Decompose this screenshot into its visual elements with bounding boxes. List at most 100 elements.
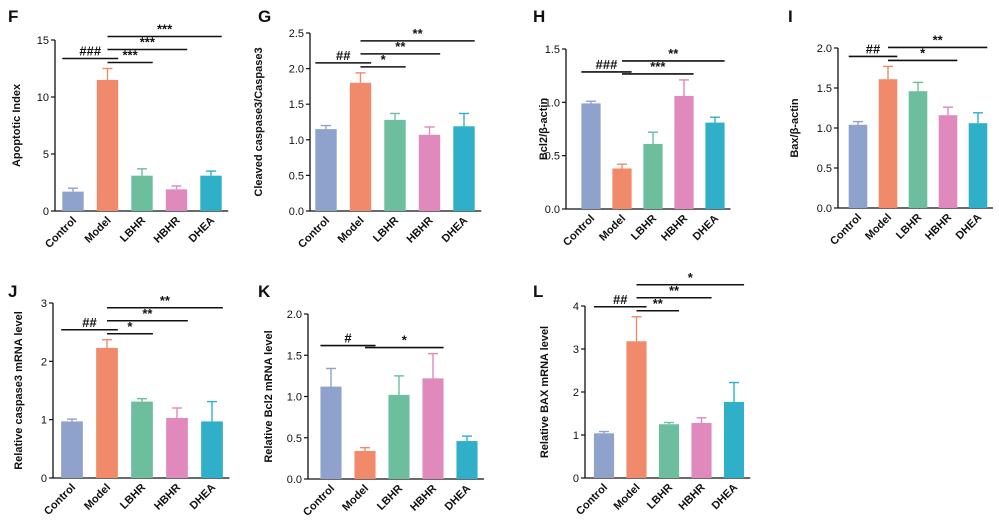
y-tick-label: 0.5 [817, 163, 832, 175]
x-tick-label: DHEA [440, 215, 471, 246]
bar-control [320, 386, 342, 479]
y-axis-title: Bcl2/β-actin [538, 98, 550, 161]
bar-model [354, 450, 376, 479]
x-tick-label: Control [301, 483, 337, 519]
bar-model [612, 168, 632, 209]
bar-model [878, 79, 898, 208]
bar-dhea [723, 401, 745, 478]
x-tick-label: Model [336, 215, 367, 246]
bar-control [848, 124, 868, 208]
y-tick-label: 0.0 [545, 204, 560, 216]
panel-letter: I [788, 7, 793, 26]
significance-label: ** [933, 32, 944, 47]
bar-control [62, 191, 84, 211]
y-tick-label: 2.0 [289, 64, 304, 76]
bar-dhea [968, 123, 988, 208]
y-tick-label: 1.0 [817, 123, 832, 135]
y-tick-label: 2.0 [287, 309, 302, 321]
significance-label: # [344, 331, 352, 346]
bar-model [626, 341, 647, 478]
y-tick-label: 1.0 [287, 392, 302, 404]
y-tick-label: 0 [573, 473, 579, 485]
x-tick-label: LBHR [645, 482, 675, 512]
x-tick-label: LBHR [371, 215, 401, 245]
x-tick-label: Model [612, 482, 643, 513]
significance-label: ## [613, 292, 628, 307]
x-tick-label: DHEA [691, 213, 722, 244]
bar-control [315, 129, 337, 211]
y-tick-label: 1 [573, 430, 579, 442]
bar-lbhr [131, 401, 153, 478]
panel-j: J 0 1 2 3 Relative caspase3 mRNA level Control… [8, 282, 230, 518]
y-axis-title: Relative Bcl2 mRNA level [263, 330, 275, 462]
y-tick-label: 15 [37, 35, 49, 47]
bar-lbhr [658, 424, 680, 478]
significance-label: ** [669, 283, 680, 298]
y-tick-label: 2.5 [289, 28, 304, 40]
x-tick-label: DHEA [187, 215, 218, 246]
panel-k: K 0.0 0.5 1.0 1.5 2.0 Relative Bcl2 mRNA level… [258, 282, 484, 519]
y-tick-label: 1.0 [289, 135, 304, 147]
y-tick-label: 5 [43, 149, 49, 161]
y-tick-label: 0.5 [545, 151, 560, 163]
significance-label: ** [668, 46, 679, 61]
bar-model [96, 79, 119, 212]
significance-label: ** [160, 293, 171, 308]
y-tick-label: 3 [41, 298, 47, 310]
y-tick-label: 0 [41, 473, 47, 485]
x-tick-label: Control [42, 482, 78, 518]
y-tick-label: 0 [43, 206, 49, 218]
y-tick-label: 0.0 [289, 206, 304, 218]
bar-hbhr [691, 422, 712, 478]
significance-label: * [920, 45, 926, 60]
bar-hbhr [418, 134, 441, 211]
significance-label: *** [140, 35, 156, 50]
y-tick-label: 10 [37, 92, 49, 104]
x-tick-label: Control [574, 482, 610, 518]
significance-label: * [381, 52, 387, 67]
bar-lbhr [388, 394, 410, 479]
y-axis-title: Relative caspase3 mRNA level [13, 311, 25, 470]
x-tick-label: DHEA [710, 482, 741, 513]
bar-hbhr [165, 189, 188, 211]
y-tick-label: 1.5 [817, 83, 832, 95]
significance-label: ### [79, 44, 101, 59]
bar-control [581, 103, 601, 209]
panel-letter: G [258, 7, 271, 26]
x-tick-label: Model [597, 213, 628, 244]
panel-letter: K [258, 282, 271, 301]
y-tick-label: 0.0 [287, 474, 302, 486]
significance-label: ## [866, 41, 881, 56]
y-tick-label: 1.0 [545, 97, 560, 109]
bar-hbhr [938, 115, 958, 208]
y-tick-label: 0.5 [289, 170, 304, 182]
bar-lbhr [643, 143, 663, 209]
x-tick-label: DHEA [188, 482, 219, 513]
panel-l: L 0 1 2 3 4 Relative BAX mRNA level Control Mode… [533, 270, 751, 518]
y-tick-label: 2 [41, 356, 47, 368]
y-axis-title: Cleaved caspase3/Caspase3 [253, 47, 265, 196]
significance-label: ** [395, 39, 406, 54]
x-tick-label: HBHR [405, 215, 436, 246]
bar-model [96, 347, 118, 478]
significance-label: ** [413, 26, 424, 41]
significance-label: * [402, 333, 408, 348]
panel-letter: F [8, 7, 18, 26]
significance-label: ## [82, 315, 97, 330]
y-tick-label: 4 [573, 301, 579, 313]
significance-label: *** [123, 48, 139, 63]
x-tick-label: LBHR [629, 213, 659, 243]
y-axis-title: Apoptotic Index [11, 83, 23, 167]
x-tick-label: LBHR [375, 483, 405, 513]
x-tick-label: Model [82, 482, 113, 513]
bar-lbhr [384, 119, 406, 211]
y-tick-label: 1.5 [289, 99, 304, 111]
bar-dhea [705, 122, 725, 209]
y-tick-label: 1.5 [287, 350, 302, 362]
panel-g: G 0.0 0.5 1.0 1.5 2.0 2.5 Cleaved caspase3/Casp… [253, 7, 482, 251]
y-tick-label: 2.0 [817, 43, 832, 55]
x-tick-label: Model [83, 215, 114, 246]
significance-label: ## [336, 48, 351, 63]
